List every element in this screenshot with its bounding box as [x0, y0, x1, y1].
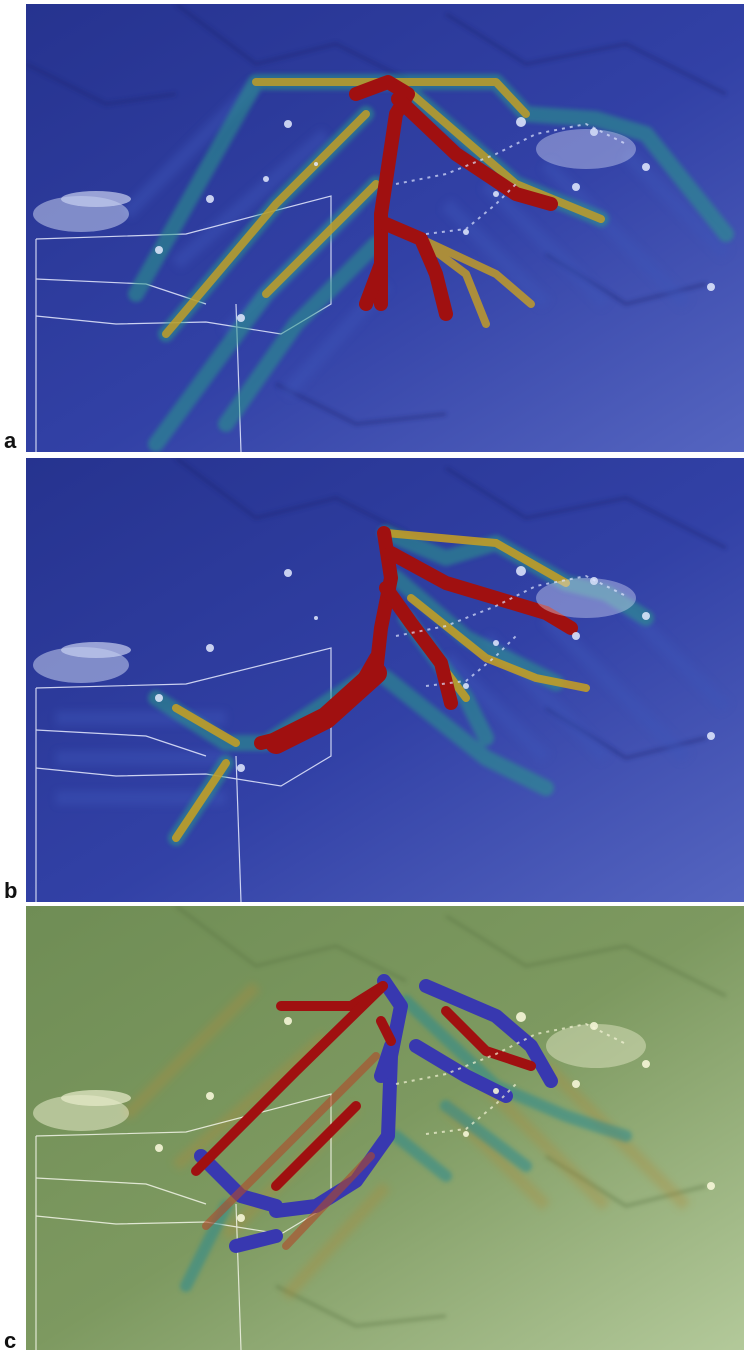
flow-teal — [180, 995, 632, 1292]
panel-b-map — [26, 458, 744, 902]
flow-positive-soft — [202, 1052, 380, 1250]
settlement-chains — [395, 574, 627, 687]
settlements — [33, 1012, 715, 1222]
panel-a-map — [26, 4, 744, 452]
settlement-chains — [395, 122, 627, 235]
panel-a-svg — [26, 4, 744, 452]
panel-c-map — [26, 906, 744, 1350]
flow-network — [180, 974, 632, 1292]
flow-network — [148, 525, 654, 846]
panel-c-label: c — [4, 1328, 17, 1353]
region-boundary — [35, 647, 332, 902]
flow-network — [128, 74, 734, 452]
panel-b-label: b — [4, 878, 18, 903]
flow-high — [349, 75, 558, 321]
flow-mid — [162, 78, 605, 338]
panel-c-svg — [26, 906, 744, 1350]
settlement-chains — [395, 1022, 627, 1135]
flow-positive — [191, 981, 536, 1191]
settlements — [33, 117, 715, 322]
panel-b-svg — [26, 458, 744, 902]
panel-a-label: a — [4, 428, 17, 453]
settlements — [33, 566, 715, 772]
flow-high-trunk — [265, 662, 387, 754]
